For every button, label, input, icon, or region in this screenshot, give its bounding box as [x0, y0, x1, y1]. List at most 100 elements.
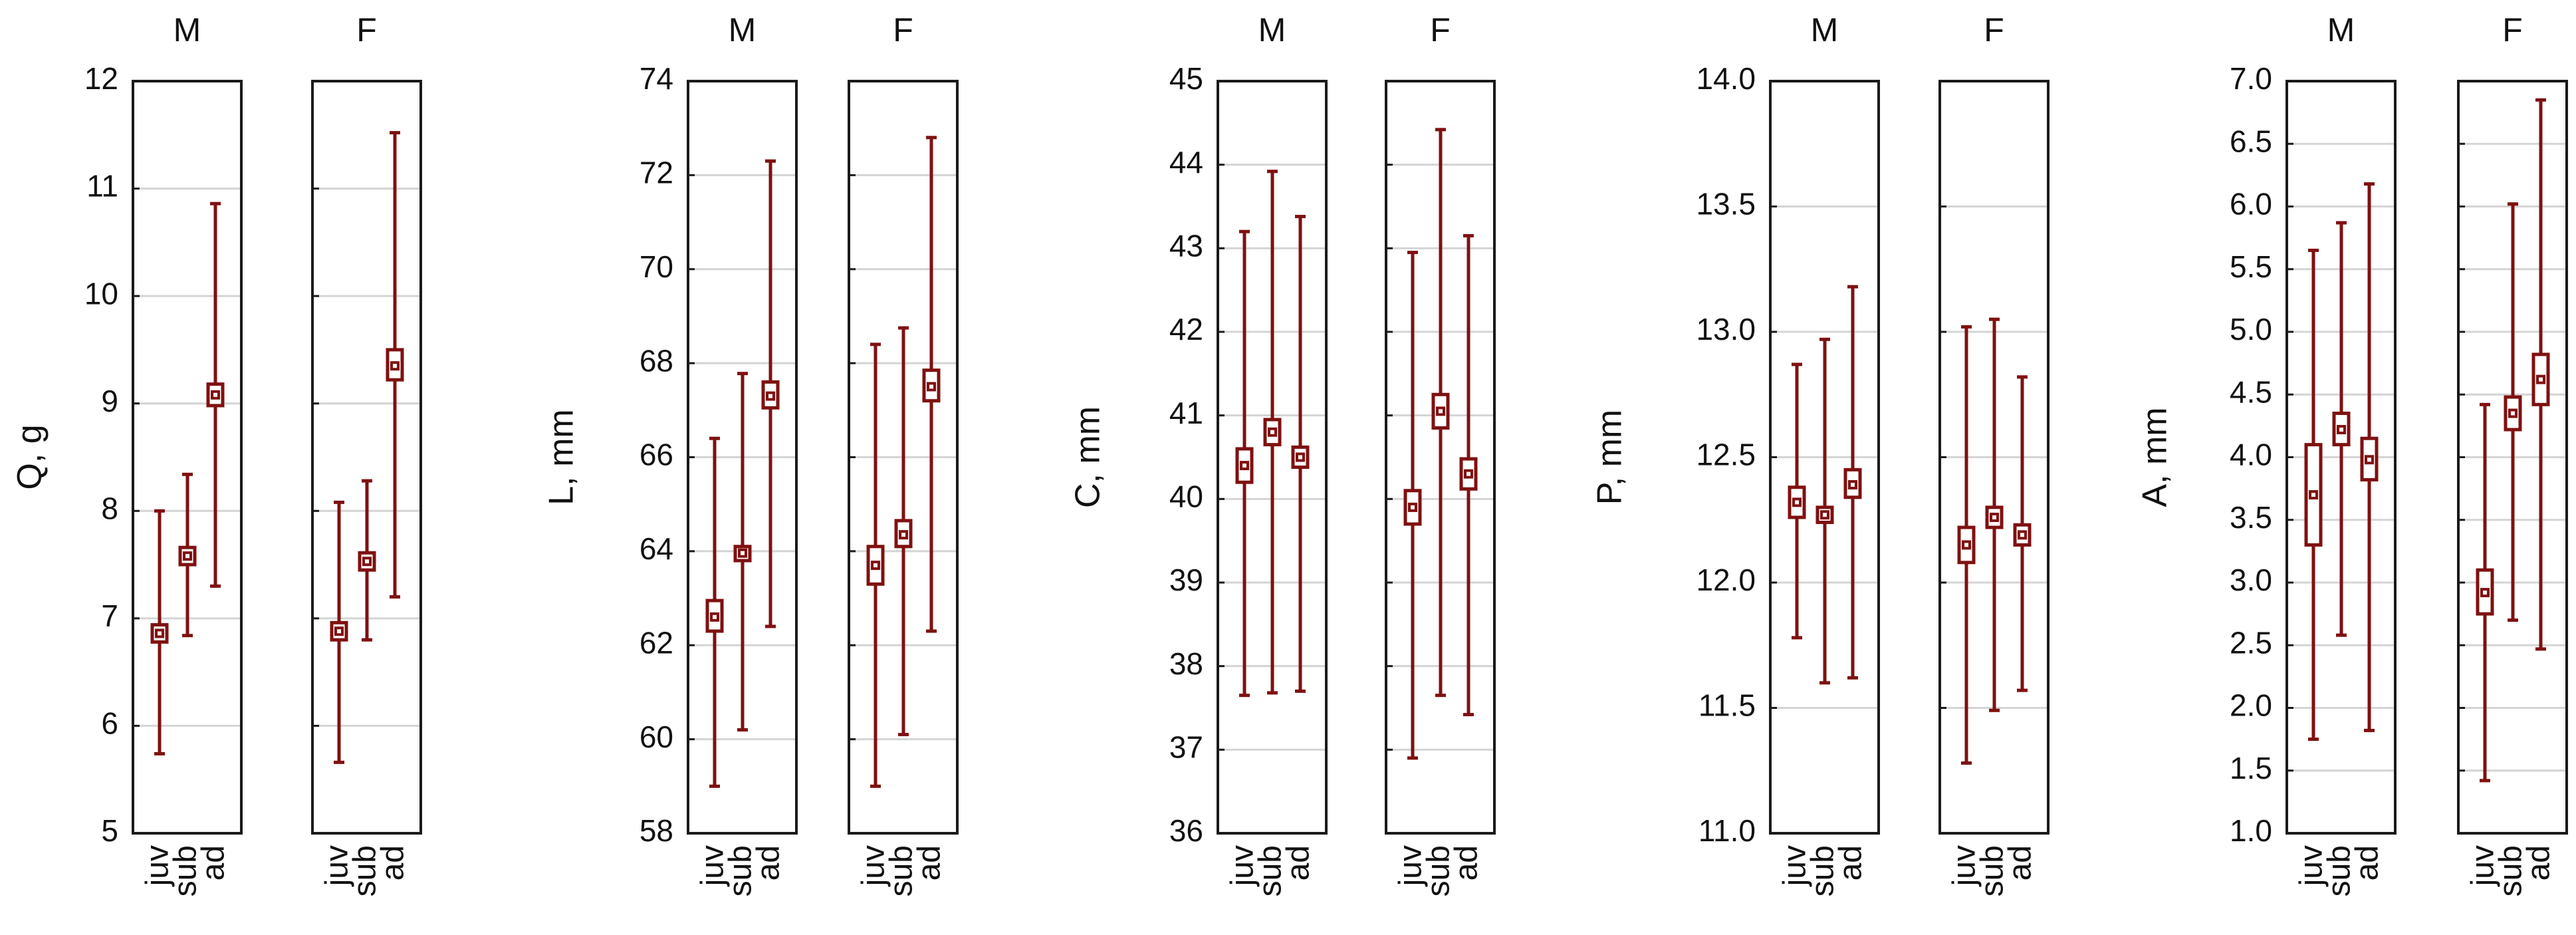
x-tick-label: sub — [723, 845, 759, 896]
panel-header: F — [1984, 11, 2004, 49]
panel-frame — [311, 80, 422, 835]
y-tick-label: 13.0 — [1696, 312, 1756, 346]
mean-marker — [1848, 479, 1857, 489]
y-tick-label: 6.5 — [2230, 124, 2272, 158]
panel-header: F — [893, 11, 913, 49]
mean-marker — [1990, 512, 1999, 522]
y-tick-label: 2.0 — [2230, 688, 2272, 723]
mean-marker — [1962, 540, 1971, 550]
x-tick-label: ad — [751, 845, 786, 880]
x-tick-label: juv — [1947, 845, 1982, 887]
y-tick-label: 8 — [101, 491, 118, 525]
y-tick-label: 11 — [86, 169, 118, 203]
x-tick-label: ad — [1449, 845, 1484, 880]
x-tick-label: sub — [168, 845, 203, 896]
y-tick-label: 70 — [640, 249, 673, 284]
x-tick-label: juv — [1225, 845, 1260, 887]
y-tick-label: 42 — [1169, 312, 1203, 346]
mean-marker — [710, 612, 719, 622]
mean-marker — [2309, 490, 2318, 500]
y-tick-label: 12 — [84, 61, 118, 96]
y-axis-label: P, mm — [1591, 410, 1629, 505]
x-tick-label: ad — [2003, 845, 2038, 880]
mean-marker — [2337, 425, 2346, 435]
y-tick-label: 40 — [1169, 479, 1203, 513]
x-tick-label: juv — [695, 845, 731, 887]
mean-marker — [155, 628, 164, 638]
y-tick-label: 72 — [640, 156, 673, 190]
y-tick-label: 7 — [101, 599, 118, 633]
y-tick-label: 3.0 — [2230, 563, 2272, 597]
panel-frame — [2457, 80, 2568, 835]
x-tick-label: ad — [1833, 845, 1869, 880]
y-tick-label: 14.0 — [1696, 61, 1756, 96]
panel-header: M — [729, 11, 757, 49]
x-tick-label: ad — [2521, 845, 2557, 880]
y-tick-label: 36 — [1169, 813, 1203, 848]
y-tick-label: 5.5 — [2230, 249, 2272, 284]
panel-header: M — [174, 11, 201, 49]
mean-marker — [927, 382, 936, 392]
y-tick-label: 11.0 — [1698, 813, 1756, 848]
x-tick-label: juv — [2294, 845, 2329, 887]
panel-frame — [687, 80, 798, 835]
x-tick-label: ad — [2350, 845, 2385, 880]
y-tick-label: 43 — [1169, 228, 1203, 263]
panel-frame — [848, 80, 959, 835]
y-tick-label: 62 — [640, 625, 673, 660]
y-axis-label: C, mm — [1069, 406, 1108, 508]
y-tick-label: 4.5 — [2230, 374, 2272, 409]
y-tick-label: 45 — [1169, 61, 1203, 96]
x-tick-label: ad — [912, 845, 947, 880]
panel-frame — [1385, 80, 1496, 835]
y-tick-label: 37 — [1169, 730, 1203, 764]
y-tick-label: 11.5 — [1698, 688, 1756, 723]
mean-marker — [1436, 406, 1445, 416]
y-tick-label: 64 — [640, 531, 673, 566]
mean-marker — [766, 391, 775, 401]
x-tick-label: sub — [884, 845, 919, 896]
y-tick-label: 12.5 — [1696, 438, 1756, 472]
x-tick-label: ad — [376, 845, 411, 880]
x-tick-label: sub — [1421, 845, 1457, 896]
y-tick-label: 3.5 — [2230, 500, 2272, 535]
mean-marker — [738, 548, 747, 558]
y-tick-label: 66 — [640, 438, 673, 472]
y-tick-label: 74 — [640, 61, 673, 96]
mean-marker — [1240, 461, 1249, 471]
panel-header: M — [1811, 11, 1839, 49]
y-tick-label: 12.0 — [1696, 563, 1756, 597]
x-tick-label: sub — [348, 845, 383, 896]
mean-marker — [362, 557, 372, 567]
mean-marker — [2508, 408, 2517, 418]
y-tick-label: 5 — [101, 813, 118, 848]
x-tick-label: juv — [140, 845, 176, 887]
x-tick-label: ad — [196, 845, 231, 880]
y-tick-label: 13.5 — [1696, 187, 1756, 221]
panel-header: M — [2327, 11, 2355, 49]
y-tick-label: 9 — [101, 384, 118, 418]
x-tick-label: sub — [1975, 845, 2010, 896]
y-tick-label: 38 — [1169, 646, 1203, 681]
x-tick-label: juv — [320, 845, 355, 887]
mean-marker — [334, 626, 344, 636]
x-tick-label: sub — [2494, 845, 2529, 896]
y-tick-label: 68 — [640, 343, 673, 378]
mean-marker — [1408, 502, 1417, 512]
mean-marker — [1792, 497, 1802, 507]
y-tick-label: 6.0 — [2230, 187, 2272, 221]
panel-frame — [1217, 80, 1328, 835]
mean-marker — [2480, 588, 2490, 598]
y-tick-label: 1.5 — [2230, 751, 2272, 785]
y-tick-label: 41 — [1169, 396, 1203, 430]
mean-marker — [1268, 427, 1277, 437]
x-tick-label: sub — [2322, 845, 2357, 896]
y-tick-label: 39 — [1169, 563, 1203, 597]
x-tick-label: sub — [1806, 845, 1841, 896]
y-tick-label: 4.0 — [2230, 438, 2272, 472]
y-tick-label: 58 — [640, 813, 673, 848]
panel-header: F — [356, 11, 377, 49]
mean-marker — [2536, 374, 2545, 384]
y-tick-label: 44 — [1169, 145, 1203, 180]
